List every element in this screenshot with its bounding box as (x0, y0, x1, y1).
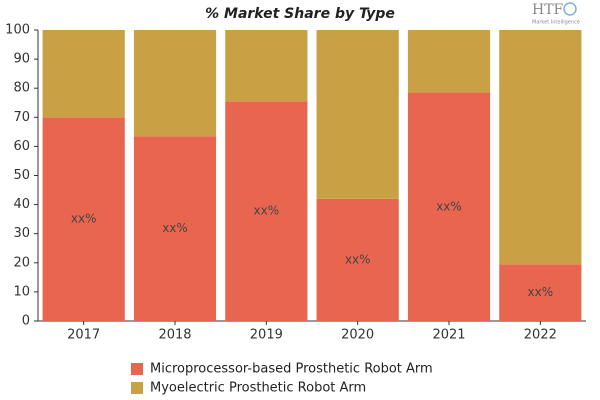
y-tick-label: 20 (13, 255, 30, 270)
bar-segment (225, 101, 308, 321)
x-tick-label: 2019 (250, 328, 283, 343)
data-label: xx% (254, 204, 280, 218)
y-tick-label: 90 (13, 52, 30, 67)
x-tick-label: 2017 (67, 328, 100, 343)
logo-subtitle: Market Intelligence (532, 20, 580, 26)
data-label: xx% (436, 199, 462, 213)
bar-segment (407, 92, 491, 321)
y-tick-label: 60 (13, 139, 30, 154)
bar-segment (407, 30, 491, 93)
y-tick-label: 40 (13, 197, 30, 212)
data-label: xx% (345, 252, 371, 266)
bar-segment (42, 30, 125, 118)
bar-segment (316, 30, 399, 199)
legend-swatch (131, 382, 143, 394)
bar-segment (225, 30, 308, 102)
bar-segment (316, 198, 399, 321)
bar-segment (499, 30, 582, 265)
x-tick-label: 2020 (341, 328, 374, 343)
y-tick-label: 70 (13, 110, 30, 125)
logo-icon (563, 2, 577, 16)
logo-text: HTF (532, 2, 564, 18)
y-tick-label: 100 (5, 23, 30, 38)
y-tick-label: 30 (13, 226, 30, 241)
y-tick-label: 10 (13, 284, 30, 299)
legend-swatch (131, 363, 143, 375)
y-tick-label: 50 (13, 168, 30, 183)
y-tick-label: 80 (13, 81, 30, 96)
x-tick-label: 2018 (158, 328, 191, 343)
chart-title: % Market Share by Type (205, 6, 395, 22)
x-tick-label: 2021 (432, 328, 465, 343)
data-label: xx% (71, 212, 97, 226)
data-label: xx% (162, 221, 188, 235)
bar-segment (133, 30, 217, 137)
bar-segment (499, 264, 582, 321)
legend-label: Myoelectric Prosthetic Robot Arm (150, 381, 366, 396)
x-tick-label: 2022 (524, 328, 557, 343)
bar-segment (42, 117, 125, 321)
data-label: xx% (528, 285, 554, 299)
bar-segment (133, 136, 217, 321)
y-tick-label: 0 (22, 314, 30, 329)
legend-label: Microprocessor-based Prosthetic Robot Ar… (150, 362, 433, 377)
